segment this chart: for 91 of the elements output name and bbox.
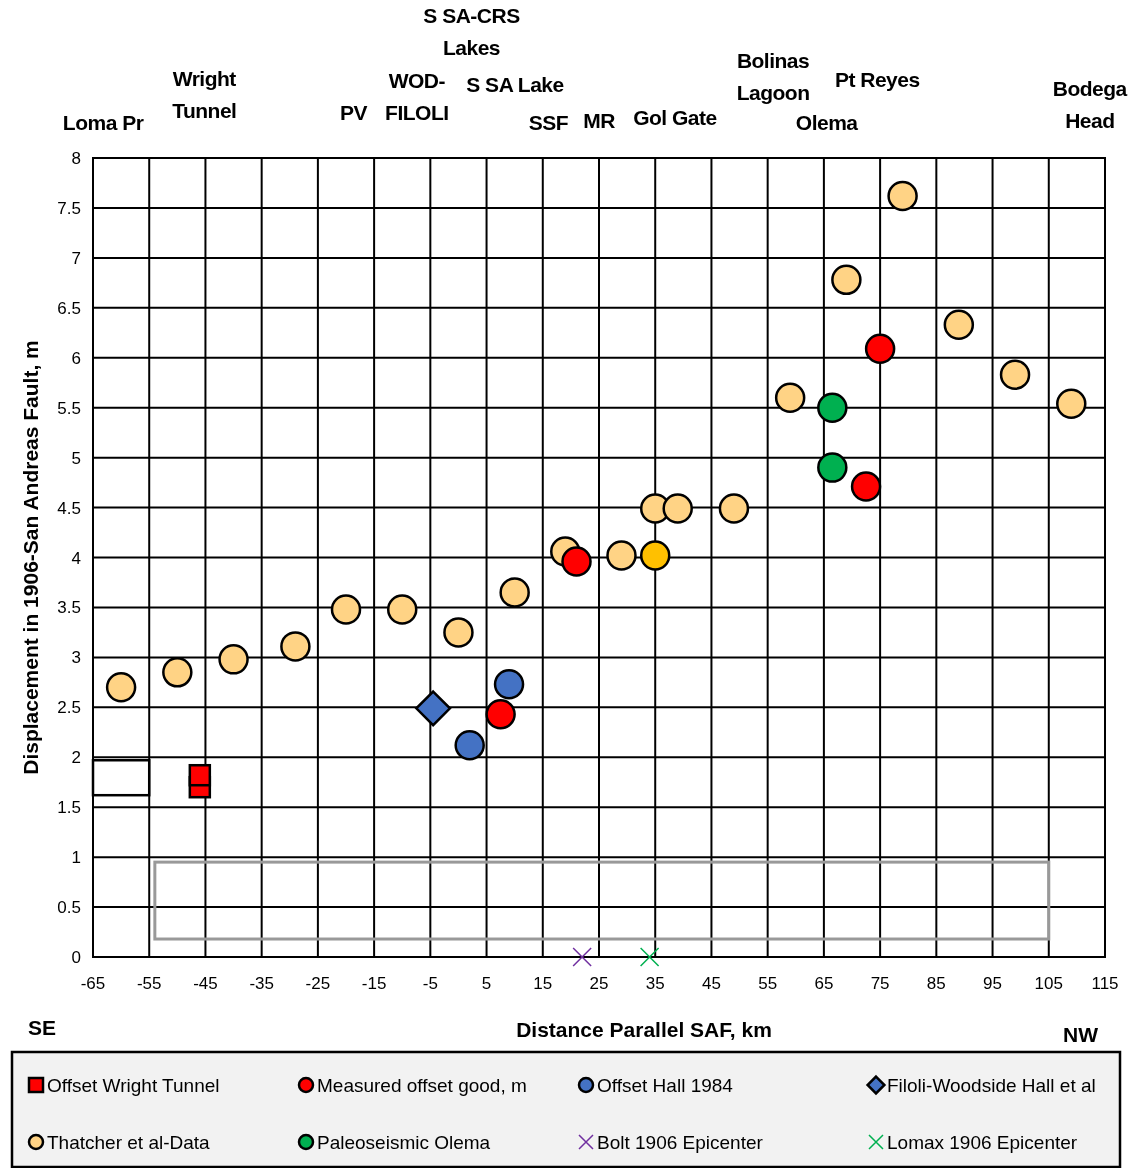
y-tick-label: 3.5	[57, 598, 81, 618]
point	[662, 493, 693, 524]
legend-label: Filoli-Woodside Hall et al	[887, 1075, 1096, 1096]
y-tick-label: 6	[71, 348, 81, 368]
x-tick-label: -25	[305, 974, 331, 993]
point	[774, 382, 806, 413]
x-axis-title: Distance Parallel SAF, km	[516, 1018, 772, 1041]
text: SSF	[528, 111, 569, 134]
x-tick-label: 55	[758, 974, 778, 993]
y-tick-label: 6.5	[57, 298, 81, 318]
y-tick-label: 4.5	[57, 498, 81, 518]
x-tick-label: 5	[481, 974, 492, 993]
x-tick-label: 45	[701, 974, 721, 993]
text: S SA-CRS Lakes	[423, 4, 521, 59]
x-tick-label: -65	[80, 974, 106, 993]
y-tick-label: 7.5	[57, 198, 81, 218]
point	[105, 672, 137, 703]
point	[485, 699, 516, 730]
y-tick-label: 1	[71, 848, 81, 868]
x-tick-label: 95	[983, 974, 1003, 993]
point	[817, 392, 848, 423]
text: Loma Pr	[62, 111, 144, 134]
x-tick-label: 105	[1034, 974, 1063, 993]
text: SE	[28, 1016, 57, 1039]
point	[493, 669, 525, 700]
point	[850, 471, 882, 502]
x-tick-label: 25	[589, 974, 609, 993]
point	[864, 333, 896, 365]
point	[887, 180, 918, 212]
point	[280, 631, 311, 662]
text: WOD- FILOLI	[385, 69, 449, 124]
x-tick-label: 65	[814, 974, 834, 993]
text: Wright Tunnel	[172, 67, 237, 122]
y-tick-label: 4	[71, 548, 81, 568]
text: Bolinas Lagoon	[736, 49, 810, 104]
text: NW	[1063, 1023, 1099, 1046]
point	[831, 264, 862, 296]
y-tick-label: 0.5	[57, 898, 81, 918]
x-tick-label: -35	[249, 974, 274, 993]
point	[443, 617, 474, 648]
legend-label: Bolt 1906 Epicenter	[597, 1132, 764, 1153]
y-tick-label: 0	[71, 948, 81, 967]
text: Gol Gate	[633, 106, 717, 129]
point	[639, 540, 671, 571]
x-tick-label: 15	[533, 974, 553, 993]
x-tick-label: -5	[422, 974, 438, 993]
x-tick-label: -15	[361, 974, 387, 993]
y-axis-title: Displacement in 1906-San Andreas Fault, m	[19, 340, 42, 775]
y-tick-label: 8	[71, 149, 81, 168]
text: Bodega Head	[1052, 77, 1128, 132]
point	[718, 493, 750, 524]
point	[454, 730, 485, 761]
point	[188, 763, 212, 787]
x-tick-label: 35	[645, 974, 665, 993]
point	[330, 594, 362, 625]
text: Olema	[795, 111, 859, 134]
point	[162, 657, 193, 688]
point	[218, 644, 249, 675]
point	[943, 309, 975, 341]
text: S SA Lake	[466, 73, 564, 96]
point	[415, 690, 452, 727]
point	[606, 540, 637, 571]
legend-label: Lomax 1906 Epicenter	[887, 1132, 1078, 1153]
x-tick-label: 115	[1091, 974, 1119, 993]
point	[1056, 388, 1087, 419]
y-tick-label: 7	[71, 248, 81, 268]
y-tick-label: 3	[71, 648, 81, 668]
text: MR	[583, 109, 616, 132]
point	[572, 947, 592, 967]
point	[561, 546, 592, 577]
y-tick-label: 2.5	[57, 698, 81, 718]
y-tick-label: 5	[71, 448, 81, 468]
x-tick-label: -45	[193, 974, 218, 993]
legend-label: Offset Wright Tunnel	[47, 1075, 220, 1096]
y-tick-label: 2	[71, 748, 81, 768]
point	[386, 594, 418, 625]
text: PV	[340, 101, 368, 124]
y-tick-label: 1.5	[57, 798, 81, 818]
x-tick-label: 75	[870, 974, 890, 993]
legend-label: Paleoseismic Olema	[317, 1132, 491, 1153]
legend-label: Thatcher et al-Data	[47, 1132, 211, 1153]
point	[817, 452, 848, 483]
text: Pt Reyes	[834, 68, 920, 91]
point	[999, 359, 1031, 390]
legend-label: Measured offset good, m	[317, 1075, 527, 1096]
x-tick-label: -55	[136, 974, 162, 993]
x-tick-label: 85	[926, 974, 946, 993]
point	[639, 947, 660, 967]
point	[499, 577, 530, 608]
y-tick-label: 5.5	[57, 398, 81, 418]
legend-label: Offset Hall 1984	[597, 1075, 734, 1096]
